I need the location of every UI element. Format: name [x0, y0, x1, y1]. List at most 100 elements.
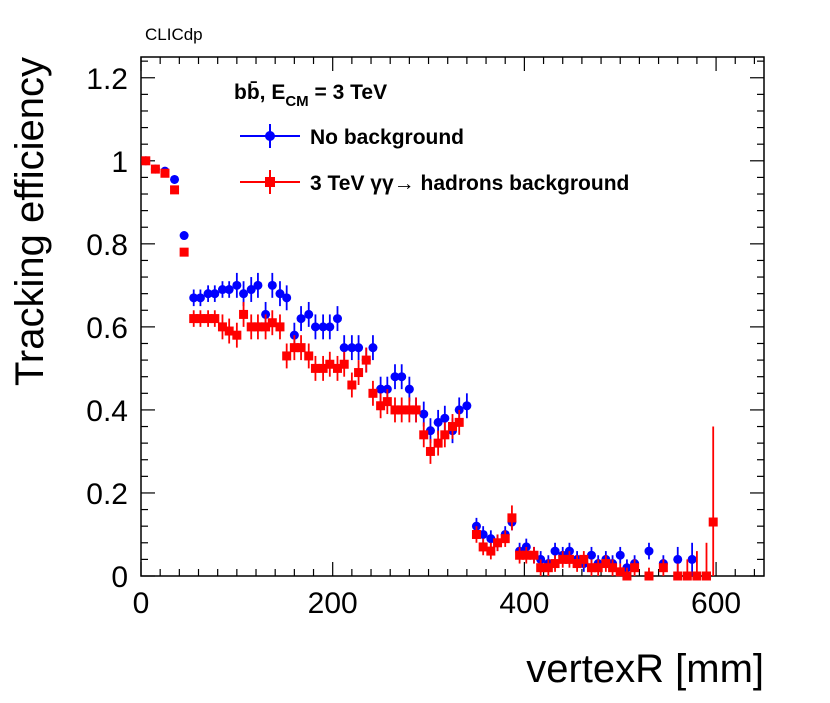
x-tick-label: 400 [499, 587, 549, 620]
marker-square [267, 318, 277, 328]
data-point [246, 277, 256, 302]
data-point [224, 318, 234, 344]
marker-circle [687, 554, 697, 564]
y-tick-label: 0.8 [86, 229, 128, 262]
data-point [593, 559, 603, 576]
marker-circle [440, 413, 450, 423]
y-axis-title: Tracking efficiency [8, 57, 52, 386]
y-tick-label: 0.4 [86, 395, 128, 428]
data-point [692, 551, 702, 581]
data-point [397, 397, 407, 423]
marker-circle [210, 289, 220, 299]
data-point [644, 542, 654, 560]
marker-square [141, 156, 151, 166]
marker-square [318, 363, 328, 373]
data-point [282, 285, 292, 311]
marker-circle [339, 343, 349, 353]
data-point [368, 380, 378, 406]
marker-square [448, 422, 457, 432]
data-point [141, 156, 151, 166]
series-no-background [141, 156, 697, 576]
data-point [232, 322, 242, 348]
data-point [529, 546, 539, 564]
data-point [210, 310, 220, 327]
data-point [232, 272, 242, 298]
marker-square [310, 363, 320, 373]
marker-square [471, 529, 481, 539]
marker-circle [325, 322, 335, 332]
marker-square [701, 571, 711, 581]
legend-marker-no-background [240, 124, 300, 148]
marker-square [160, 168, 170, 178]
data-series [141, 156, 718, 581]
data-point [382, 389, 392, 415]
marker-circle [390, 372, 400, 382]
marker-square [339, 359, 349, 369]
marker-circle [310, 322, 320, 332]
data-point [282, 343, 292, 369]
experiment-label: CLICdp [145, 25, 203, 44]
data-point [195, 289, 205, 307]
marker-square [361, 355, 371, 365]
marker-square [521, 550, 531, 560]
marker-circle [203, 289, 213, 299]
data-point [486, 542, 496, 560]
marker-square [253, 322, 263, 332]
marker-square [404, 405, 414, 415]
marker-square [622, 571, 632, 581]
data-point [304, 301, 314, 327]
data-point [622, 567, 632, 581]
marker-square [478, 542, 488, 552]
data-point [160, 168, 170, 178]
marker-square [507, 513, 517, 523]
marker-square [579, 554, 589, 564]
marker-square [376, 401, 386, 411]
marker-square [304, 351, 314, 361]
marker-circle [644, 546, 654, 556]
marker-circle [368, 343, 378, 353]
marker-square [572, 559, 582, 569]
marker-square [275, 322, 285, 332]
y-tick-label: 0 [111, 561, 128, 594]
marker-square [586, 563, 596, 573]
marker-square [692, 571, 702, 581]
data-point [471, 526, 481, 543]
data-point [310, 314, 320, 340]
marker-square [203, 314, 213, 324]
marker-square [347, 380, 357, 390]
legend: No background 3 TeV γγ→ hadrons backgrou… [240, 124, 629, 195]
data-point [210, 285, 220, 302]
data-point [608, 559, 618, 576]
marker-square [608, 563, 618, 573]
data-point [195, 310, 205, 327]
y-tick-labels: 0 0.2 0.4 0.6 0.8 1 1.2 [86, 63, 128, 594]
marker-square [500, 534, 510, 544]
data-point [536, 559, 546, 576]
data-point [347, 335, 357, 361]
marker-circle [189, 293, 199, 303]
marker-circle [673, 554, 683, 564]
plot-frame [140, 56, 765, 577]
data-point [267, 272, 277, 298]
data-point [507, 505, 517, 531]
marker-square [419, 430, 429, 440]
data-point [390, 364, 400, 390]
marker-square [189, 314, 199, 324]
marker-circle [550, 546, 560, 556]
marker-square [433, 438, 443, 448]
data-point [296, 306, 306, 332]
data-point [708, 426, 718, 576]
x-axis-title: vertexR [mm] [526, 647, 764, 691]
data-point [521, 546, 531, 564]
marker-square [170, 185, 180, 195]
data-point [701, 542, 711, 581]
data-point [296, 335, 306, 361]
marker-square [673, 571, 683, 581]
marker-circle [332, 314, 342, 324]
marker-square [601, 559, 611, 569]
process-label-main: bb̄, E [234, 81, 285, 104]
marker-circle [318, 322, 328, 332]
y-tick-label: 0.2 [86, 478, 128, 511]
data-point [275, 281, 285, 307]
